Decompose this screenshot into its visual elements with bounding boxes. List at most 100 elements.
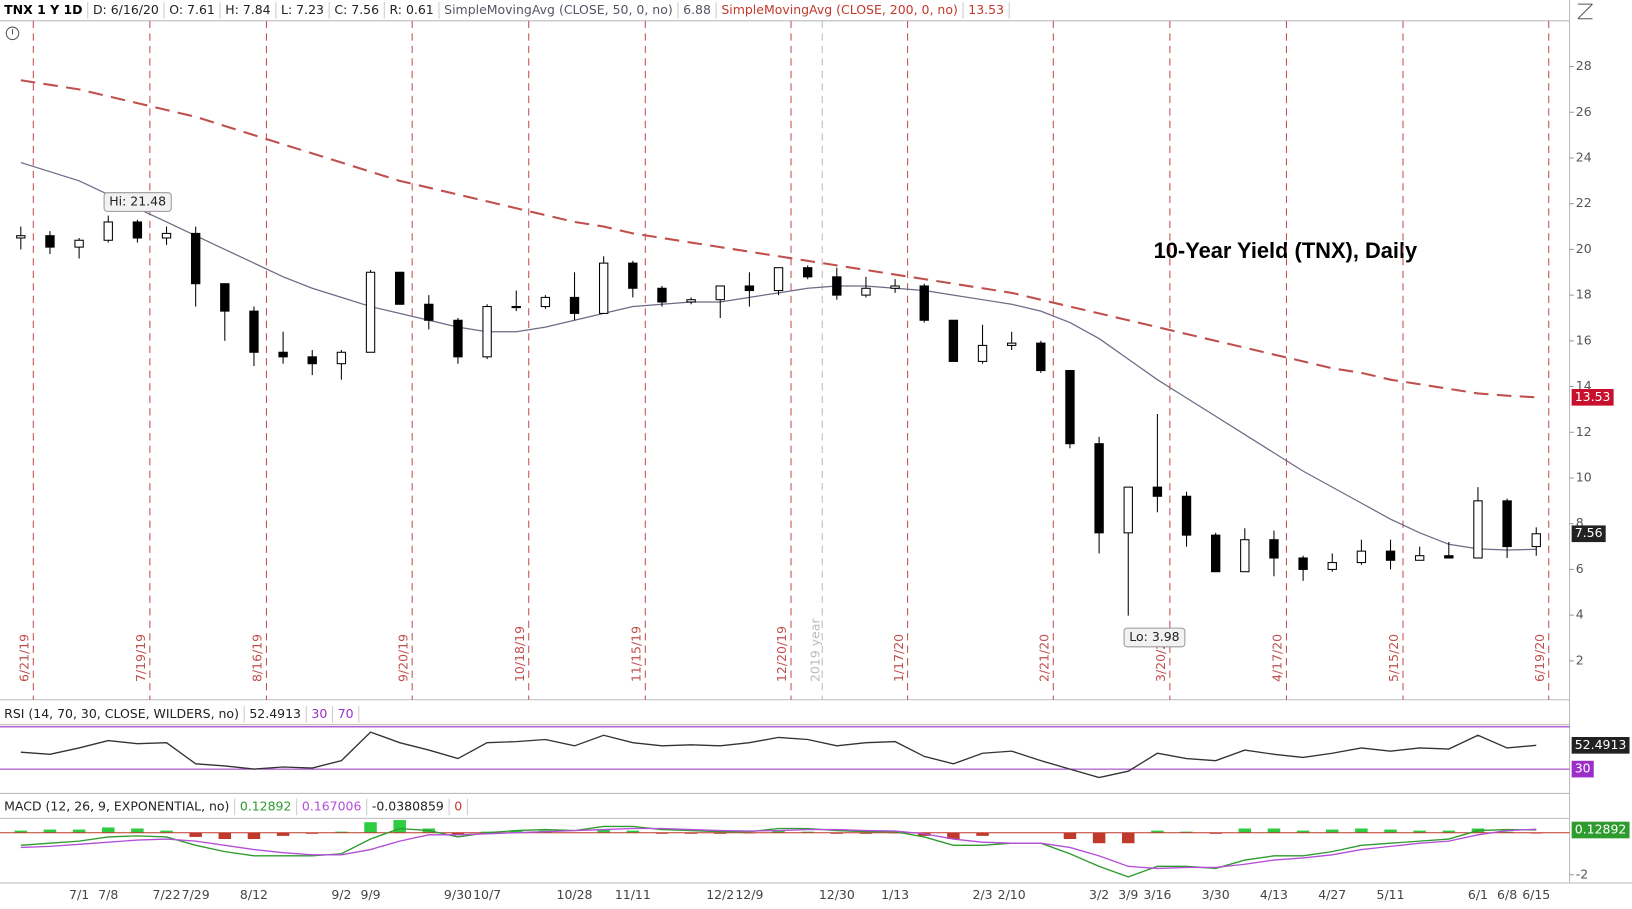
- value-badge-text: 0.12892: [1575, 821, 1627, 836]
- x-tick-label: 8/12: [240, 887, 268, 902]
- candle-body: [1006, 342, 1017, 346]
- candle-body: [1269, 539, 1279, 559]
- moving-average: [20, 79, 1537, 399]
- candle-body: [1444, 555, 1454, 559]
- histogram-bar: [1122, 832, 1135, 844]
- candle-body: [773, 267, 784, 292]
- candle-body: [365, 271, 376, 353]
- histogram-bar: [1413, 830, 1426, 833]
- macd-line: [20, 827, 1537, 870]
- candle-body: [336, 351, 347, 365]
- header-text: SimpleMovingAvg (CLOSE, 200, 0, no): [721, 2, 958, 17]
- candle-body: [832, 276, 842, 296]
- candle-body: [744, 285, 755, 292]
- y-tick-label: 12: [1576, 424, 1592, 439]
- x-tick-label: 1/13: [881, 887, 909, 902]
- histogram-bar: [1063, 832, 1077, 840]
- histogram-bar: [364, 822, 377, 833]
- x-tick-label: 2/3: [972, 887, 992, 902]
- candle-body: [190, 232, 201, 285]
- expiration-label: 12/20/19: [774, 626, 789, 682]
- x-tick-label: 7/29: [182, 887, 210, 902]
- histogram-bar: [306, 832, 319, 834]
- y-tick-label: -2: [1576, 866, 1588, 881]
- expiration-label: 2/21/20: [1036, 634, 1051, 682]
- x-tick-label: 6/8: [1497, 887, 1517, 902]
- candle-body: [1414, 555, 1425, 561]
- histogram-bar: [247, 832, 261, 840]
- x-tick-label: 12/9: [735, 887, 763, 902]
- histogram-bar: [189, 832, 202, 837]
- candle-body: [598, 262, 609, 314]
- candle-body: [103, 221, 113, 241]
- histogram-bar: [102, 827, 115, 833]
- value-badge-text: 30: [1575, 761, 1591, 776]
- candle-body: [16, 235, 26, 239]
- candle-body: [220, 283, 230, 312]
- header-text: 30: [311, 706, 327, 721]
- expiration-label: 5/15/20: [1386, 634, 1401, 682]
- x-tick-label: 3/30: [1202, 887, 1230, 902]
- expiration-label: 10/18/19: [512, 626, 527, 682]
- histogram-bar: [830, 832, 844, 834]
- y-tick-label: 24: [1576, 149, 1592, 164]
- histogram-bar: [597, 829, 610, 833]
- y-tick-label: 22: [1576, 195, 1592, 210]
- x-tick-label: 10/28: [557, 887, 593, 902]
- histogram-bar: [1500, 831, 1514, 833]
- histogram-bar: [1267, 828, 1281, 833]
- x-tick-label: 3/16: [1143, 887, 1171, 902]
- histogram-bar: [131, 828, 144, 833]
- histogram-bar: [276, 832, 290, 836]
- header-text: 0.167006: [302, 798, 362, 813]
- candle-body: [948, 319, 959, 362]
- y-tick-label: 10: [1576, 469, 1592, 484]
- value-badge: [1571, 821, 1630, 839]
- histogram-bar: [714, 832, 727, 834]
- header-text: 0: [454, 798, 462, 813]
- candle-body: [1531, 533, 1541, 548]
- histogram-bar: [1151, 830, 1164, 833]
- alert-icon[interactable]: [5, 26, 20, 41]
- histogram-bar: [1296, 830, 1310, 833]
- histogram-bar: [947, 832, 960, 840]
- candle-body: [74, 239, 84, 248]
- x-tick-label: 6/15: [1522, 887, 1550, 902]
- header-text: TNX 1 Y 1D: [4, 2, 82, 17]
- candle-body: [1327, 562, 1337, 570]
- candle-body: [1123, 486, 1133, 534]
- candle-body: [686, 299, 696, 303]
- y-tick-label: 16: [1576, 332, 1592, 347]
- histogram-bar: [43, 829, 57, 833]
- candle-body: [1036, 342, 1046, 372]
- histogram-bar: [335, 831, 348, 833]
- histogram-bar: [1384, 829, 1397, 833]
- drawing-tool-icon[interactable]: [1577, 3, 1593, 20]
- candle-body: [657, 287, 667, 303]
- y-tick-label: 20: [1576, 241, 1592, 256]
- candle-body: [1210, 534, 1221, 573]
- expiration-label: 7/19/19: [133, 634, 148, 682]
- expiration-label: 9/20/19: [395, 634, 410, 682]
- histogram-bar: [393, 820, 406, 833]
- header-text: 6.88: [683, 2, 711, 17]
- candle-body: [249, 310, 259, 353]
- x-tick-label: 10/7: [473, 887, 501, 902]
- header-text: O: 7.61: [169, 2, 215, 17]
- candle-body: [890, 285, 900, 289]
- histogram-bar: [160, 830, 173, 833]
- histogram-bar: [14, 830, 28, 833]
- y-tick-label: 4: [1576, 607, 1584, 622]
- histogram-bar: [1180, 831, 1193, 833]
- histogram-bar: [1326, 829, 1339, 833]
- histogram-bar: [1238, 828, 1252, 833]
- value-badge-text: 7.56: [1575, 525, 1603, 540]
- x-tick-label: 9/2: [331, 887, 351, 902]
- x-tick-label: 3/2: [1089, 887, 1109, 902]
- header-text: 52.4913: [249, 706, 301, 721]
- x-tick-label: 5/11: [1377, 887, 1405, 902]
- x-tick-label: 11/11: [615, 887, 651, 902]
- y-tick-label: 26: [1576, 104, 1592, 119]
